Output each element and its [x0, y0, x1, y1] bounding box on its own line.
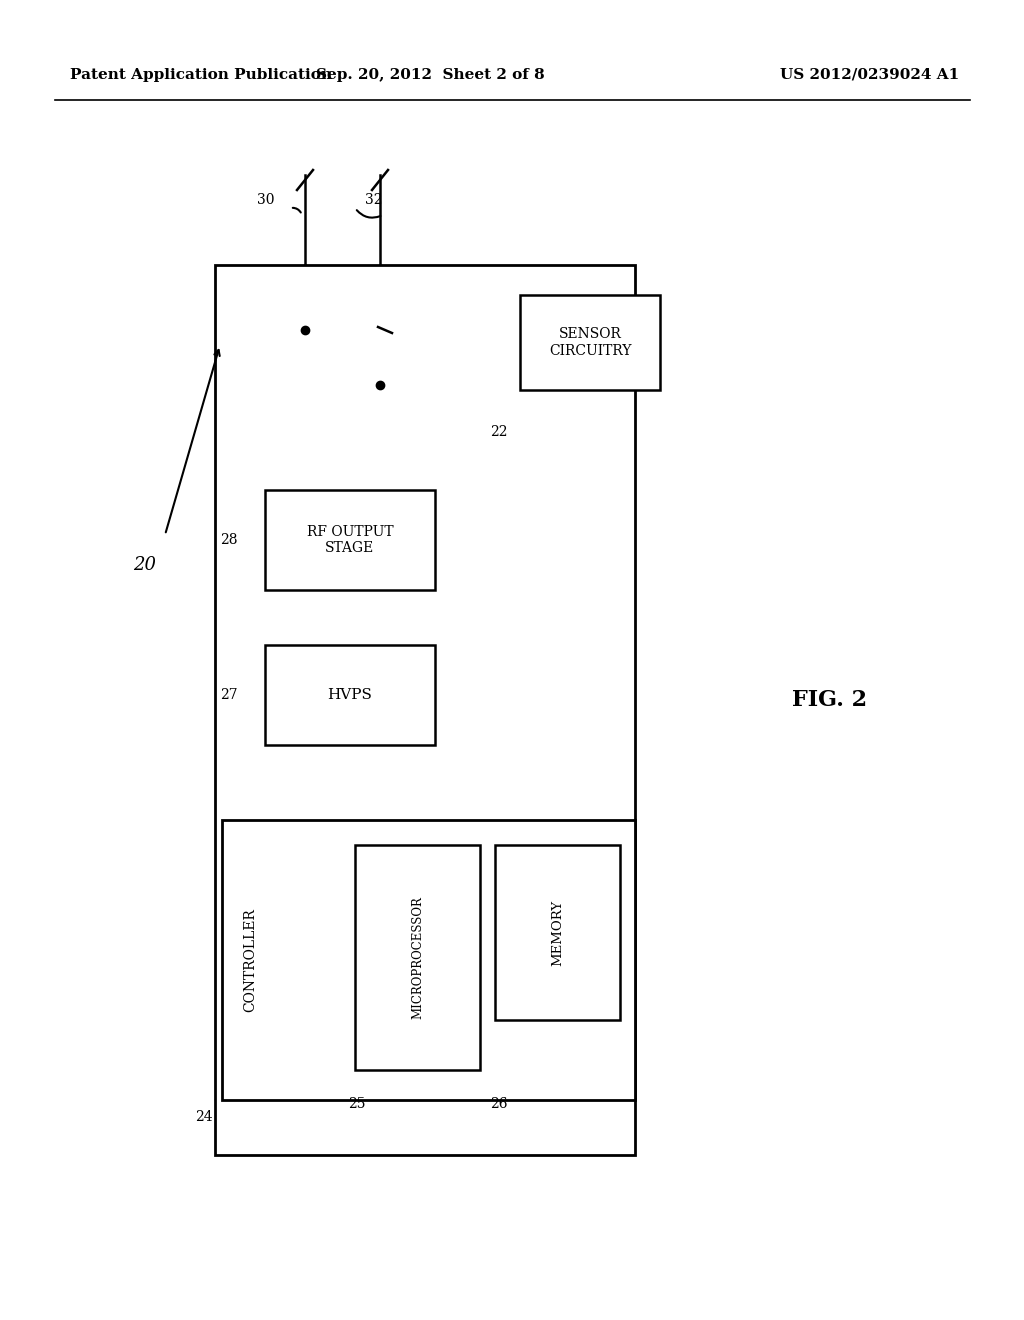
Text: RF OUTPUT
STAGE: RF OUTPUT STAGE [306, 525, 393, 556]
Bar [520, 294, 660, 389]
Text: 28: 28 [220, 533, 238, 546]
Text: 32: 32 [365, 193, 383, 207]
Bar [222, 820, 635, 1100]
Text: SENSOR
CIRCUITRY: SENSOR CIRCUITRY [549, 327, 631, 358]
Text: MICROPROCESSOR: MICROPROCESSOR [411, 896, 424, 1019]
Text: 26: 26 [490, 1097, 508, 1111]
Text: 30: 30 [257, 193, 275, 207]
Bar [265, 490, 435, 590]
Bar [265, 645, 435, 744]
Text: 22: 22 [490, 425, 508, 440]
Text: 27: 27 [220, 688, 238, 702]
Text: US 2012/0239024 A1: US 2012/0239024 A1 [780, 69, 959, 82]
Text: MEMORY: MEMORY [551, 899, 564, 965]
Bar [215, 265, 635, 1155]
Text: 25: 25 [348, 1097, 366, 1111]
Bar [355, 845, 480, 1071]
Text: 24: 24 [196, 1110, 213, 1125]
Text: CONTROLLER: CONTROLLER [243, 908, 257, 1012]
Text: Sep. 20, 2012  Sheet 2 of 8: Sep. 20, 2012 Sheet 2 of 8 [315, 69, 545, 82]
Bar [495, 845, 620, 1020]
Text: HVPS: HVPS [328, 688, 373, 702]
Text: FIG. 2: FIG. 2 [793, 689, 867, 711]
Text: Patent Application Publication: Patent Application Publication [70, 69, 332, 82]
Text: 20: 20 [133, 556, 157, 574]
